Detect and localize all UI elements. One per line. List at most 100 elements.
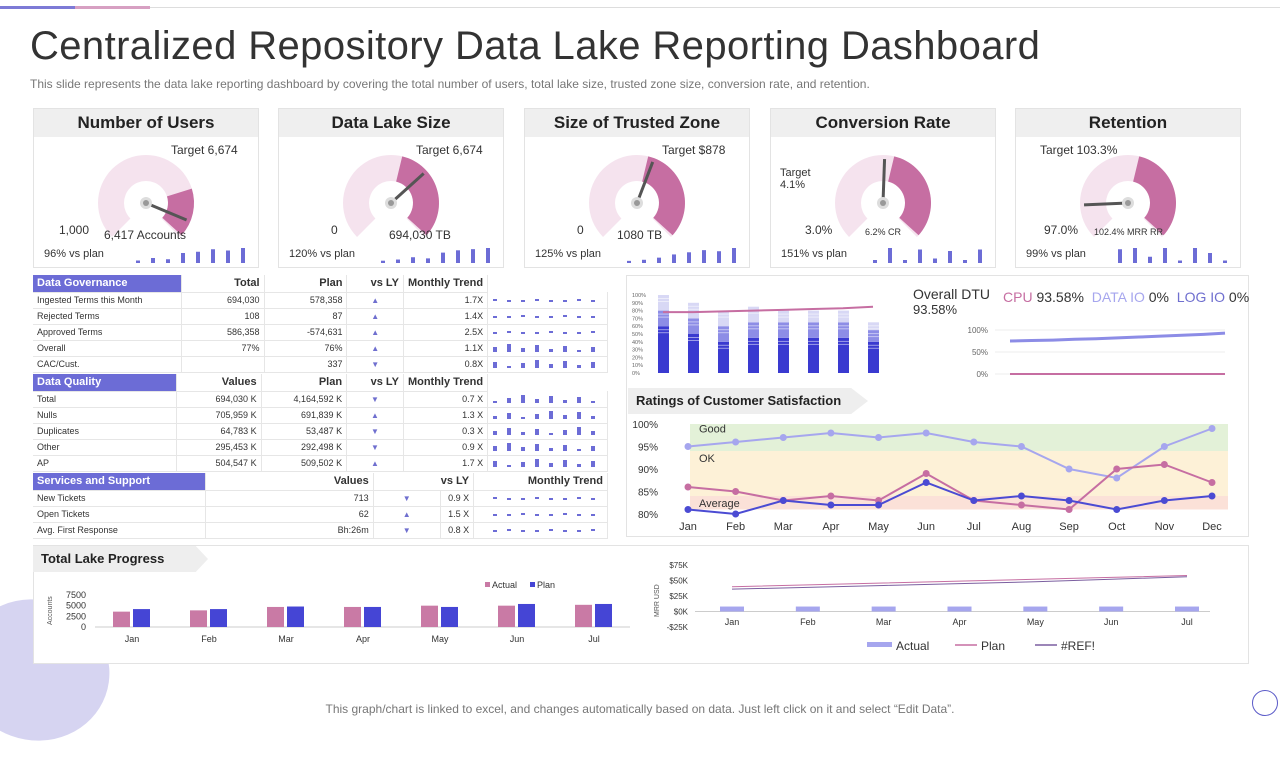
trend-mark xyxy=(493,332,497,334)
axis-tick-label: 30% xyxy=(632,348,643,354)
monthly-trend-spark xyxy=(493,394,595,403)
kpi-gauge xyxy=(343,155,490,263)
dtu-bar-stripe xyxy=(838,325,849,327)
table-section-label: Services and Support xyxy=(33,473,207,491)
trend-mark xyxy=(591,400,595,403)
data-point xyxy=(922,479,930,486)
monthly-trend-spark xyxy=(493,298,595,302)
axis-tick-label: Sep xyxy=(1059,521,1079,533)
trend-mark xyxy=(563,399,567,403)
dtu-bar-segment xyxy=(748,337,759,373)
trend-mark xyxy=(535,530,539,532)
axis-tick-label: May xyxy=(868,521,889,533)
dtu-bar-segment xyxy=(778,310,789,323)
data-point xyxy=(875,434,883,441)
kpi-card: Retention Target 103.3% 97.0% 102.4% MRR RR… xyxy=(1015,108,1241,268)
trend-mark xyxy=(521,348,525,352)
kpi-vs-plan: 120% vs plan xyxy=(289,248,356,260)
trend-mark xyxy=(521,432,525,435)
top-accent-bar xyxy=(0,6,1280,9)
gauge-fill xyxy=(888,156,931,236)
trend-mark xyxy=(577,332,581,334)
table-header: vs LY xyxy=(346,374,404,392)
spark-bar xyxy=(441,252,445,263)
dtu-bar-stripe xyxy=(688,337,699,338)
row-trend xyxy=(487,455,608,472)
trend-mark xyxy=(507,529,511,531)
trend-mark xyxy=(493,400,497,403)
trend-mark xyxy=(591,416,595,419)
dtu-bar-segment xyxy=(838,310,849,323)
row-total: Bh:26m xyxy=(205,522,374,539)
axis-tick-label: 20% xyxy=(632,355,643,361)
row-trend xyxy=(487,391,608,408)
trend-mark xyxy=(549,463,553,467)
data-point xyxy=(684,506,692,513)
dtu-bar-segment xyxy=(868,330,879,342)
logio-value: 0% xyxy=(1228,289,1250,305)
dtu-bar-stripe xyxy=(778,343,789,345)
trend-mark xyxy=(577,514,581,516)
spark-bar xyxy=(151,258,155,263)
monthly-trend-spark xyxy=(493,443,595,451)
kpi-value: 6,417 Accounts xyxy=(104,228,187,242)
kpi-gauge xyxy=(98,155,245,263)
trend-mark xyxy=(577,365,581,368)
trend-up-icon: ▲ xyxy=(346,455,404,472)
table-header: Values xyxy=(205,473,374,491)
spark-bar xyxy=(702,250,706,263)
axis-tick-label: 80% xyxy=(632,309,643,315)
axis-tick-label: 0% xyxy=(632,371,640,377)
table-header: Values xyxy=(176,374,262,392)
spark-bar xyxy=(456,250,460,263)
trend-mark xyxy=(521,417,525,419)
legend-label: Plan xyxy=(537,580,555,590)
gauge-fill xyxy=(396,156,439,236)
trend-mark xyxy=(535,345,539,352)
dataio-label: DATA IO xyxy=(1091,289,1145,305)
kpi-title: Conversion Rate xyxy=(771,109,995,137)
trend-mark xyxy=(535,497,539,499)
row-vsly: 1.7 X xyxy=(403,455,489,472)
spark-bar xyxy=(687,252,691,263)
dtu-bar-stripe xyxy=(718,344,729,346)
spark-bar xyxy=(948,251,952,263)
axis-tick-label: Oct xyxy=(1108,521,1125,533)
axis-tick-label: 0% xyxy=(976,370,988,379)
data-point xyxy=(684,443,692,450)
axis-tick-label: 5000 xyxy=(66,601,86,611)
lake-bar xyxy=(498,605,515,627)
table-row: Other 295,453 K 292,498 K ▼ 0.9 X xyxy=(33,439,608,456)
dtu-bar-stripe xyxy=(808,343,819,345)
trend-mark xyxy=(549,331,553,333)
dtu-bar-stripe xyxy=(778,316,789,318)
axis-tick-label: Dec xyxy=(1202,521,1222,533)
spark-bar xyxy=(1133,248,1137,263)
satisfaction-title: Ratings of Customer Satisfaction xyxy=(628,388,868,414)
trend-mark xyxy=(535,414,539,419)
spark-bar xyxy=(1148,256,1152,263)
gauge-fill xyxy=(642,156,685,236)
kpi-target: Target 4.1% xyxy=(780,167,811,191)
kpi-gauge xyxy=(835,155,982,263)
row-label: Avg. First Response xyxy=(33,522,207,539)
axis-tick-label: Mar xyxy=(876,617,892,627)
row-trend xyxy=(487,439,608,456)
dtu-bar-stripe xyxy=(868,328,879,330)
axis-tick-label: 50% xyxy=(972,348,988,357)
trend-mark xyxy=(535,429,539,435)
dataio-value: 0% xyxy=(1148,289,1169,305)
trend-mark xyxy=(521,299,525,302)
data-point xyxy=(1208,479,1216,486)
row-label: Approved Terms xyxy=(33,324,183,341)
trend-down-icon: ▼ xyxy=(346,356,404,373)
monthly-trend-spark xyxy=(493,497,595,500)
trend-mark xyxy=(549,514,553,516)
kpi-card: Data Lake Size Target 6,674 0 694,030 TB 120… xyxy=(278,108,504,268)
lake-progress-title: Total Lake Progress xyxy=(33,546,208,572)
trend-mark xyxy=(549,433,553,435)
data-point xyxy=(1160,443,1168,450)
data-point xyxy=(1065,497,1073,504)
row-trend xyxy=(487,292,608,309)
spark-bar xyxy=(933,258,937,263)
